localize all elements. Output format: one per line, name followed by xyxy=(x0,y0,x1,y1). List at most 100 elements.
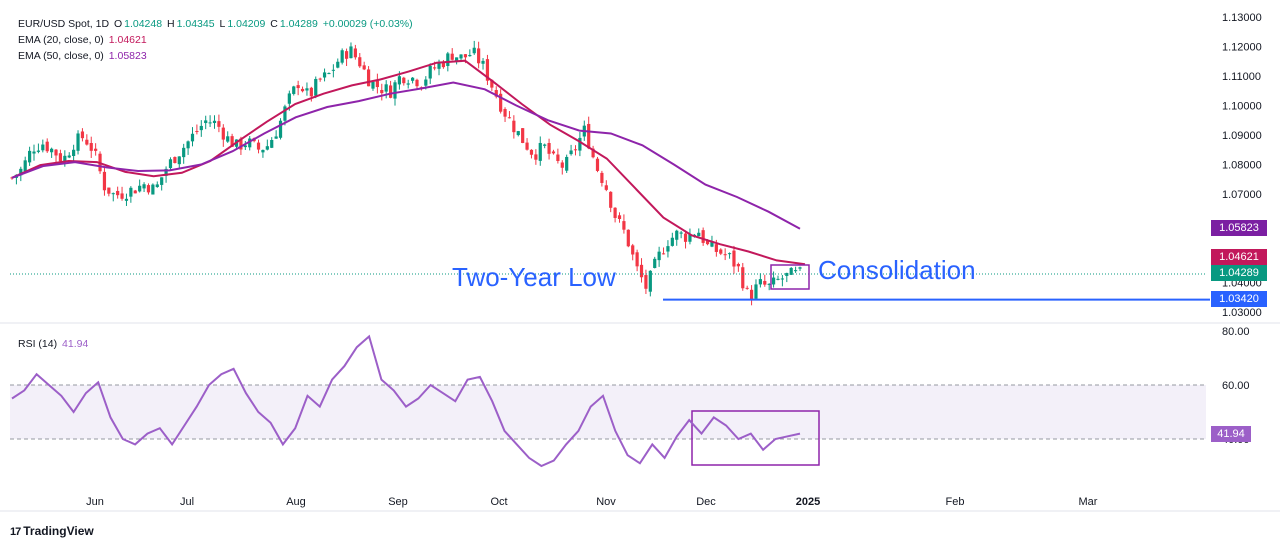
candle-body xyxy=(472,47,476,54)
consolidation-annotation: Consolidation xyxy=(818,255,976,285)
candle-body xyxy=(186,141,190,149)
candle-body xyxy=(754,284,758,299)
candle-body xyxy=(85,139,89,145)
candle-body xyxy=(481,60,485,64)
candle-body xyxy=(195,131,199,133)
candle-body xyxy=(534,154,538,160)
candle-body xyxy=(723,254,727,256)
candle-body xyxy=(248,138,252,148)
candle-body xyxy=(609,191,613,208)
candle-body xyxy=(661,253,666,255)
candle-body xyxy=(477,48,481,64)
legend-ema50[interactable]: EMA (50, close, 0) 1.05823 xyxy=(18,48,149,64)
candle-body xyxy=(406,83,410,85)
candle-body xyxy=(353,48,357,58)
price-axis-label: 1.10000 xyxy=(1222,101,1262,113)
candle-body xyxy=(336,61,340,68)
time-axis-label: Aug xyxy=(286,496,306,508)
candle-body xyxy=(94,148,98,151)
candle-body xyxy=(604,185,608,190)
candle-body xyxy=(283,106,287,121)
candle-body xyxy=(274,136,278,139)
legend-rsi[interactable]: RSI (14) 41.94 xyxy=(18,336,90,352)
candle-body xyxy=(155,184,159,188)
candle-body xyxy=(371,81,375,89)
candle-body xyxy=(653,258,657,268)
candle-body xyxy=(80,131,85,139)
tradingview-logo-icon: 17 xyxy=(10,526,21,538)
time-axis-label: Jul xyxy=(180,496,194,508)
candle-body xyxy=(758,279,762,285)
candle-body xyxy=(362,65,366,70)
candle-body xyxy=(230,136,234,147)
candle-body xyxy=(349,46,353,59)
candle-body xyxy=(63,155,67,162)
legend-close-label: C xyxy=(270,18,278,30)
candle-body xyxy=(168,159,173,169)
candle-body xyxy=(503,109,507,117)
candle-body xyxy=(41,144,45,151)
candle-body xyxy=(204,120,208,124)
candle-body xyxy=(226,136,230,142)
legend-ema20[interactable]: EMA (20, close, 0) 1.04621 xyxy=(18,32,149,48)
candle-body xyxy=(138,185,142,192)
candle-body xyxy=(32,151,36,154)
candle-body xyxy=(587,123,591,149)
candle-body xyxy=(719,249,723,254)
candle-body xyxy=(441,63,446,68)
candle-body xyxy=(124,198,129,201)
candle-body xyxy=(697,232,701,237)
candle-body xyxy=(120,193,124,199)
legend-ema20-value: 1.04621 xyxy=(108,34,147,46)
tradingview-logo[interactable]: 17 TradingView xyxy=(10,524,94,538)
candle-body xyxy=(36,150,41,152)
candle-body xyxy=(208,122,212,124)
legend-price: EUR/USD Spot, 1D O 1.04248 H 1.04345 L 1.04… xyxy=(18,16,415,32)
rsi-consolidation-box xyxy=(691,410,820,466)
candle-body xyxy=(573,149,578,151)
two-year-low-annotation: Two-Year Low xyxy=(452,262,616,292)
legend-symbol[interactable]: EUR/USD Spot, 1D xyxy=(18,18,110,30)
candle-body xyxy=(507,117,512,119)
legend-high-value: 1.04345 xyxy=(176,18,215,30)
candle-body xyxy=(111,193,115,195)
candle-body xyxy=(375,80,379,88)
legend-open-value: 1.04248 xyxy=(124,18,163,30)
candle-body xyxy=(327,73,331,75)
candle-body xyxy=(314,78,318,96)
candle-body xyxy=(212,120,217,124)
candle-body xyxy=(160,177,164,185)
candle-body xyxy=(639,264,644,278)
candle-body xyxy=(50,148,54,153)
candle-body xyxy=(287,93,291,104)
legend-close-value: 1.04289 xyxy=(279,18,318,30)
candle-body xyxy=(58,153,63,162)
price-axis-label: 1.07000 xyxy=(1222,189,1262,201)
candle-body xyxy=(107,187,111,194)
rsi-axis-label: 60.00 xyxy=(1222,380,1250,392)
candle-body xyxy=(261,149,265,153)
candle-body xyxy=(322,72,327,78)
candle-body xyxy=(19,168,23,176)
candle-body xyxy=(648,270,652,292)
candle-body xyxy=(468,54,472,57)
candle-body xyxy=(151,184,155,195)
candle-body xyxy=(736,263,740,267)
candle-body xyxy=(749,289,754,301)
candle-body xyxy=(402,77,406,84)
candle-body xyxy=(72,149,76,157)
candle-body xyxy=(463,54,468,58)
rsi-line xyxy=(11,334,801,468)
candle-body xyxy=(173,157,177,163)
candle-body xyxy=(102,171,107,191)
candle-body xyxy=(529,149,534,155)
candle-body xyxy=(644,275,648,289)
candle-body xyxy=(278,120,283,138)
candle-body xyxy=(76,133,80,151)
close-price-tag: 1.04289 xyxy=(1211,265,1267,281)
candle-body xyxy=(54,149,58,156)
candle-body xyxy=(525,142,529,150)
candle-body xyxy=(199,125,203,131)
candle-body xyxy=(164,168,168,176)
